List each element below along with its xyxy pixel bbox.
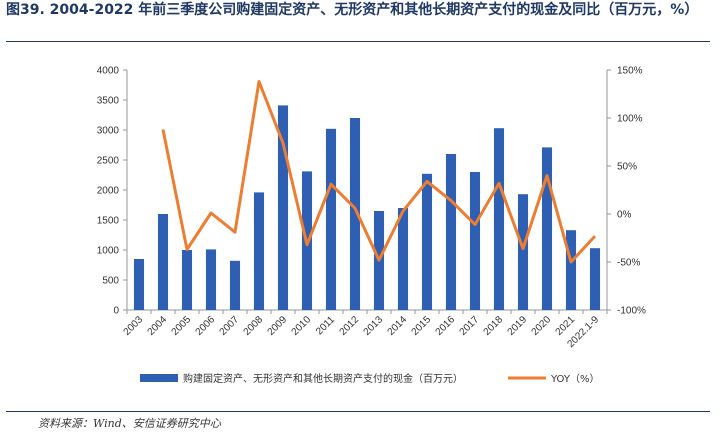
title-divider (6, 41, 710, 42)
bar (325, 128, 337, 310)
left-tick-label: 1500 (97, 216, 120, 227)
left-tick-label: 2000 (97, 186, 120, 197)
x-tick-label: 2004 (146, 314, 170, 338)
x-tick-label: 2011 (314, 314, 337, 337)
bar (493, 128, 505, 310)
right-tick-label: 150% (617, 66, 643, 77)
left-tick-label: 1000 (97, 246, 120, 257)
left-tick-label: 3500 (97, 96, 120, 107)
right-tick-label: 100% (617, 114, 643, 125)
x-tick-label: 2008 (242, 314, 266, 338)
right-tick-label: -100% (617, 306, 646, 317)
right-tick-label: 50% (617, 162, 637, 173)
bar (277, 105, 289, 311)
left-tick-label: 2500 (97, 156, 120, 167)
bar (157, 214, 169, 310)
bar (205, 249, 217, 310)
chart-title: 图39. 2004-2022 年前三季度公司购建固定资产、无形资产和其他长期资产… (6, 2, 699, 18)
bar (253, 192, 265, 310)
x-tick-label: 2018 (482, 314, 506, 338)
bar (229, 260, 241, 310)
x-tick-label: 2016 (434, 314, 458, 338)
bar (517, 194, 529, 310)
x-tick-label: 2012 (338, 314, 362, 338)
bar (397, 208, 409, 310)
x-tick-label: 2019 (506, 314, 530, 338)
bar (349, 118, 361, 310)
bar (589, 248, 601, 310)
bar (421, 173, 433, 310)
left-tick-label: 4000 (97, 66, 120, 77)
left-tick-label: 500 (102, 276, 119, 287)
legend-swatch-bars (140, 374, 178, 382)
right-tick-label: 0% (617, 210, 632, 221)
bar (565, 230, 577, 310)
yoy-line (161, 80, 597, 264)
x-tick-label: 2017 (458, 314, 482, 338)
legend-label-yoy: YOY（%） (550, 373, 600, 385)
x-tick-label: 2014 (386, 314, 410, 338)
left-tick-label: 0 (113, 306, 119, 317)
x-tick-label: 2015 (410, 314, 434, 338)
bar (181, 250, 193, 310)
bar (445, 154, 457, 310)
x-tick-label: 2013 (362, 314, 386, 338)
x-tick-label: 2006 (194, 314, 218, 338)
x-tick-label: 2010 (290, 314, 314, 338)
legend-label-bars: 购建固定资产、无形资产和其他长期资产支付的现金（百万元） (183, 372, 463, 385)
x-tick-label: 2003 (122, 314, 146, 338)
x-tick-label: 2007 (218, 314, 242, 338)
left-tick-label: 3000 (97, 126, 120, 137)
x-tick-label: 2005 (170, 314, 194, 338)
footer-divider (6, 411, 710, 412)
right-tick-label: -50% (617, 258, 640, 269)
bar (133, 259, 145, 310)
x-tick-label: 2009 (266, 314, 290, 338)
bar (541, 147, 553, 310)
x-tick-label: 2020 (530, 314, 554, 338)
source-note: 资料来源：Wind、安信证券研究中心 (38, 417, 221, 430)
bar (469, 172, 481, 310)
